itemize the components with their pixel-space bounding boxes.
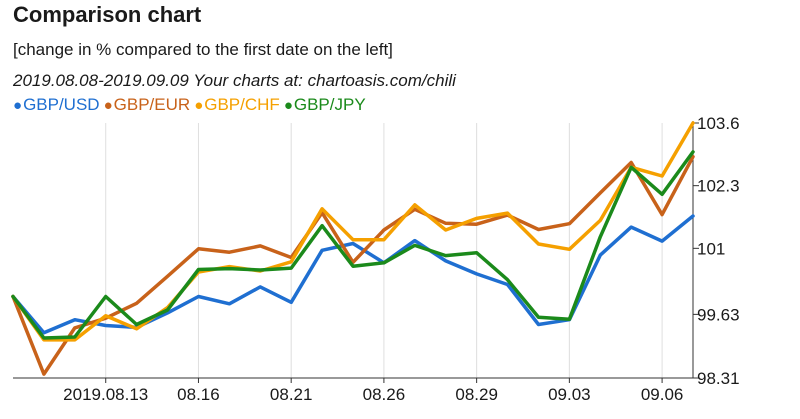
- x-tick-label: 08.29: [455, 385, 498, 404]
- legend-label: GBP/USD: [23, 95, 100, 114]
- x-tick-label: 08.16: [177, 385, 220, 404]
- legend-label: GBP/JPY: [293, 95, 366, 114]
- series-line-gbp-chf: [11, 121, 695, 342]
- chart-legend: ● GBP/USD ● GBP/EUR ● GBP/CHF ● GBP/JPY: [13, 95, 370, 115]
- chart-title: Comparison chart: [13, 2, 202, 27]
- legend-item-gbp-chf: ● GBP/CHF: [194, 95, 280, 115]
- y-tick-label: 99.63: [697, 305, 740, 324]
- x-tick-label: 08.26: [363, 385, 406, 404]
- x-tick-label: 08.21: [270, 385, 313, 404]
- y-tick-label: 101: [697, 239, 725, 258]
- legend-dot-icon: ●: [194, 96, 204, 114]
- y-tick-label: 98.31: [697, 369, 740, 388]
- legend-dot-icon: ●: [103, 96, 113, 114]
- chart-subtitle: [change in % compared to the first date …: [13, 40, 393, 59]
- x-tick-label: 2019.08.13: [63, 385, 148, 404]
- legend-item-gbp-eur: ● GBP/EUR: [104, 95, 191, 115]
- y-tick-label: 102.3: [697, 177, 740, 196]
- series-line-gbp-eur: [11, 154, 695, 376]
- legend-label: GBP/CHF: [204, 95, 280, 114]
- series-line-gbp-usd: [11, 214, 695, 335]
- y-tick-label: 103.6: [697, 114, 740, 133]
- legend-item-gbp-usd: ● GBP/USD: [13, 95, 100, 115]
- x-tick-label: 09.03: [548, 385, 591, 404]
- legend-dot-icon: ●: [13, 96, 23, 114]
- legend-dot-icon: ●: [283, 96, 293, 114]
- legend-item-gbp-jpy: ● GBP/JPY: [284, 95, 366, 115]
- legend-label: GBP/EUR: [113, 95, 191, 114]
- x-tick-label: 09.06: [641, 385, 684, 404]
- chart-dateline: 2019.08.08-2019.09.09 Your charts at: ch…: [13, 71, 456, 90]
- series-line-gbp-jpy: [11, 150, 695, 340]
